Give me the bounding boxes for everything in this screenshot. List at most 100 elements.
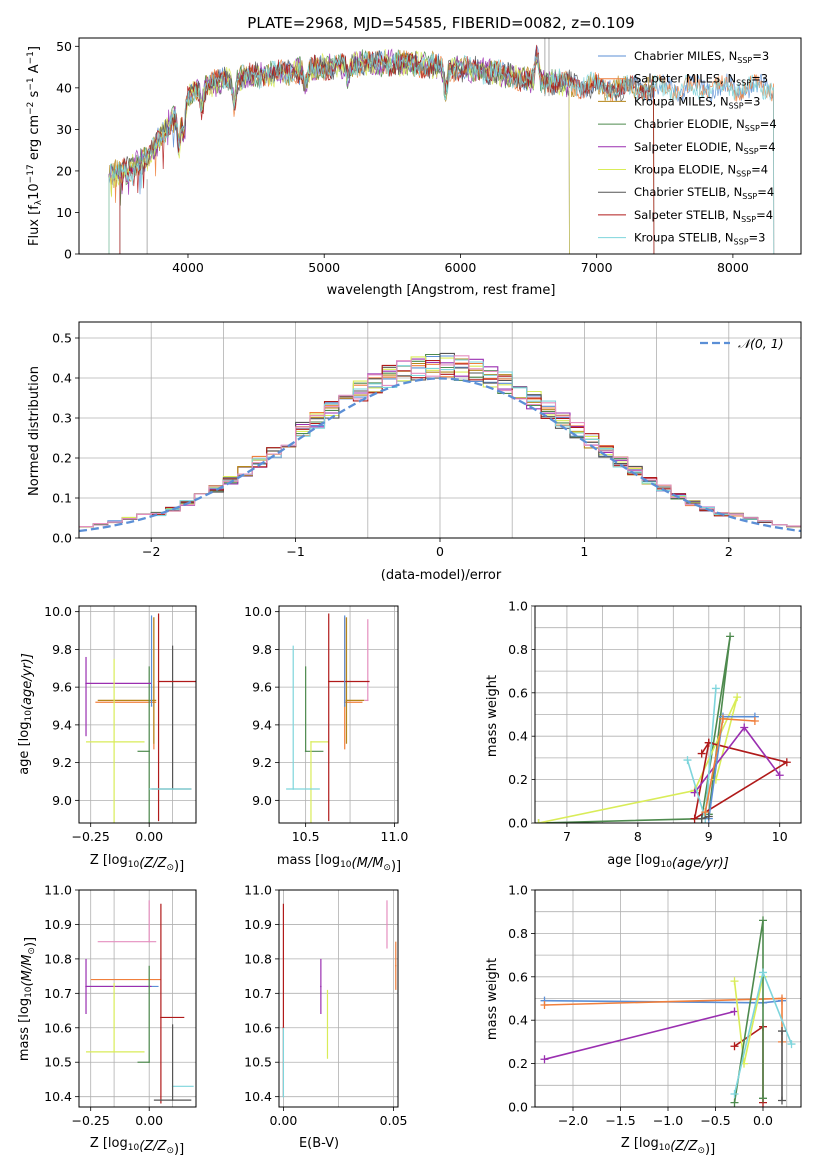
age-z-point bbox=[153, 699, 155, 702]
spectrum-plot-area bbox=[108, 38, 775, 254]
age-mass-plot-area bbox=[286, 613, 370, 823]
age-mass-point bbox=[327, 680, 330, 683]
age-z-point bbox=[157, 680, 160, 683]
mass-vs-ebv-panel: 0.00 0.05 10.4 10.5 10.6 10.7 10.8 10.9 11.0 bbox=[244, 883, 407, 1129]
weight-z-xlabel: Z [log10(Z/Z⊙)] bbox=[621, 1136, 715, 1157]
legend-sub: SSP bbox=[742, 192, 757, 201]
age-z-ylabel-part: age [log bbox=[17, 722, 32, 775]
legend-eq: =3 bbox=[744, 94, 761, 108]
weight-z-marker bbox=[778, 1096, 786, 1105]
weight-age-marker bbox=[697, 814, 706, 823]
age-mass-xtick-label: 10.5 bbox=[292, 829, 320, 844]
age-mass-point bbox=[310, 741, 312, 743]
spectrum-ytick-label: 0 bbox=[64, 247, 72, 262]
spectrum-ylabel: Flux [fλ10−17 erg cm−2 s−1 A−1] bbox=[26, 46, 44, 246]
age-z-ytick-label: 9.2 bbox=[52, 755, 72, 770]
weight-age-xtick-label: 10 bbox=[772, 829, 788, 844]
age-mass-ytick-label: 9.8 bbox=[252, 642, 272, 657]
weight-age-ytick-label: 0.8 bbox=[508, 642, 528, 657]
weight-age-marker bbox=[535, 819, 543, 823]
mass-z-xlabel-part: )] bbox=[174, 1142, 184, 1157]
mass-z-ylabel-part: 10 bbox=[24, 986, 34, 998]
spectrum-ylabel-part: 10 bbox=[27, 183, 42, 200]
legend-entry: Chabrier STELIB, NSSP=4 bbox=[634, 185, 774, 201]
weight-z-frame bbox=[534, 889, 802, 1108]
age-mass-xlabel-part: ⊙ bbox=[383, 863, 391, 873]
mass-ebv-frame bbox=[278, 889, 399, 1108]
age-z-point bbox=[150, 705, 153, 707]
residuals-ytick-label: 0.0 bbox=[52, 531, 72, 546]
legend-label: Salpeter ELODIE, N bbox=[634, 140, 744, 154]
age-z-ylabel-part: 10 bbox=[24, 710, 34, 722]
weight-z-xtick-label: 0.0 bbox=[753, 1113, 773, 1128]
spectrum-xtick-label: 5000 bbox=[308, 260, 340, 275]
age-z-ytick-label: 9.0 bbox=[52, 793, 72, 808]
residuals-frame bbox=[78, 321, 802, 539]
legend-label: Kroupa STELIB, N bbox=[634, 231, 734, 245]
mass-z-xlabel-part: Z [log bbox=[90, 1136, 128, 1151]
spectrum-ytick-label: 50 bbox=[56, 39, 72, 54]
weight-z-xlabel-part: 10 bbox=[659, 1143, 671, 1153]
legend-label: 𝒩(0, 1) bbox=[738, 336, 784, 351]
legend-entry: Salpeter STELIB, NSSP=4 bbox=[634, 208, 773, 224]
legend-entry: Chabrier ELODIE, NSSP=4 bbox=[634, 117, 777, 133]
age-z-xtick-label: −0.25 bbox=[72, 829, 110, 844]
age-z-point bbox=[85, 682, 87, 685]
age-z-ytick-label: 9.4 bbox=[52, 717, 72, 732]
spectrum-ylabel-part: s bbox=[27, 90, 42, 101]
mass-ebv-ytick-label: 10.7 bbox=[244, 986, 272, 1001]
residuals-xtick-label: 0 bbox=[436, 544, 444, 559]
age-z-ytick-label: 9.6 bbox=[52, 680, 72, 695]
weight-age-ylabel: mass weight bbox=[485, 675, 500, 757]
age-mass-xtick-label: 11.0 bbox=[381, 829, 409, 844]
age-z-ylabel: age [log10(age/yr)] bbox=[17, 653, 35, 775]
legend-eq: =3 bbox=[752, 49, 769, 63]
legend-entry: Kroupa ELODIE, NSSP=4 bbox=[634, 163, 768, 179]
legend-label: Chabrier MILES, N bbox=[634, 49, 737, 63]
age-vs-metallicity-panel: −0.25 0.009.09.29.49.69.810.0Z [log10(Z/Z… bbox=[17, 604, 197, 874]
residuals-ytick-label: 0.5 bbox=[52, 331, 72, 346]
weight-age-xlabel: age [log10(age/yr)] bbox=[607, 853, 729, 871]
age-mass-frame bbox=[278, 605, 399, 824]
legend-label: Salpeter MILES, N bbox=[634, 72, 736, 86]
mass-z-ytick-label: 10.7 bbox=[44, 986, 72, 1001]
age-z-xlabel-part: 10 bbox=[128, 860, 140, 870]
mass-ebv-ytick-label: 10.9 bbox=[244, 917, 272, 932]
age-mass-ytick-label: 10.0 bbox=[244, 604, 272, 619]
age-mass-xlabel-part: (M/M bbox=[352, 856, 384, 871]
legend-eq: =4 bbox=[757, 185, 774, 199]
weight-age-plot-area bbox=[535, 632, 791, 823]
weight-age-marker bbox=[690, 814, 699, 823]
weight-z-marker bbox=[759, 1094, 767, 1103]
spectrum-title: PLATE=2968, MJD=54585, FIBERID=0082, z=0… bbox=[247, 14, 634, 32]
residuals-plot-area bbox=[79, 352, 801, 533]
age-mass-xlabel-part: )] bbox=[391, 859, 401, 874]
residuals-xtick-label: 1 bbox=[580, 544, 588, 559]
weight-age-marker bbox=[782, 758, 791, 767]
mass-ebv-point bbox=[326, 1026, 329, 1029]
mass-ebv-ytick-label: 10.5 bbox=[244, 1055, 272, 1070]
spectrum-ylabel-part: erg cm bbox=[27, 115, 42, 164]
weight-age-marker bbox=[726, 632, 735, 641]
age-mass-ytick-label: 9.6 bbox=[252, 680, 272, 695]
legend-entry: Kroupa MILES, NSSP=3 bbox=[634, 94, 760, 110]
age-z-xlabel-part: (Z/Z bbox=[139, 856, 167, 871]
weight-z-marker bbox=[759, 916, 767, 925]
weight-age-marker bbox=[683, 756, 692, 765]
mass-ebv-xtick-label: 0.00 bbox=[269, 1113, 297, 1128]
weight-age-xlabel-part: 10 bbox=[660, 860, 672, 870]
spectrum-ylabel-part: −17 bbox=[26, 164, 36, 183]
legend-sub: SSP bbox=[744, 147, 759, 156]
mass-z-xlabel: Z [log10(Z/Z⊙)] bbox=[90, 1136, 184, 1157]
age-z-xlabel-part: Z [log bbox=[90, 853, 128, 868]
weight-age-marker bbox=[718, 714, 727, 723]
mass-ebv-point bbox=[282, 1095, 285, 1098]
weight-z-ytick-label: 0.0 bbox=[508, 1100, 528, 1115]
mass-z-ylabel-part: mass [log bbox=[17, 998, 32, 1061]
age-z-xtick-label: 0.00 bbox=[135, 829, 163, 844]
weight-z-marker bbox=[787, 1040, 796, 1049]
legend-sub: SSP bbox=[745, 124, 760, 133]
mass-z-ytick-label: 10.6 bbox=[44, 1020, 72, 1035]
mass-z-ytick-label: 10.8 bbox=[44, 951, 72, 966]
